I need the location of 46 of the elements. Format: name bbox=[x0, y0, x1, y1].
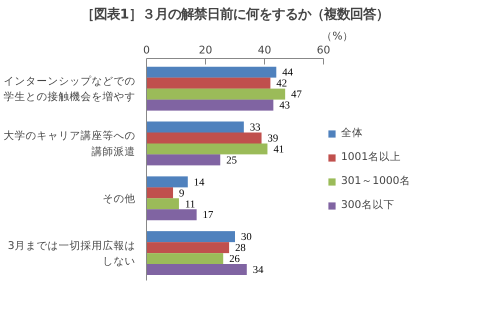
legend-label: 300名以下 bbox=[341, 198, 394, 212]
bar bbox=[146, 187, 174, 198]
y-tick-label: その他 bbox=[102, 192, 136, 205]
data-label: 17 bbox=[202, 210, 214, 222]
y-tick-label: インターンシップなどでの学生との接触機会を増やす bbox=[4, 74, 136, 103]
x-tick-label: 20 bbox=[198, 44, 212, 56]
bar bbox=[146, 132, 262, 144]
bar bbox=[146, 88, 286, 100]
data-label: 47 bbox=[291, 90, 302, 101]
data-label: 33 bbox=[250, 122, 261, 134]
data-label: 30 bbox=[241, 232, 252, 244]
data-label: 11 bbox=[184, 199, 196, 210]
legend-label: 301～1000名 bbox=[341, 174, 410, 188]
bar bbox=[146, 264, 247, 276]
bar bbox=[146, 143, 268, 154]
bar bbox=[146, 122, 244, 132]
x-tick-label: 60 bbox=[316, 44, 330, 56]
data-label: 42 bbox=[276, 78, 288, 90]
legend-label: 全体 bbox=[341, 126, 364, 140]
bar bbox=[146, 154, 220, 166]
bar bbox=[146, 209, 197, 220]
data-label: 9 bbox=[179, 188, 184, 200]
bar bbox=[146, 78, 270, 89]
bar bbox=[146, 253, 224, 264]
y-tick-label: 大学のキャリア講座等への講師派遣 bbox=[4, 129, 136, 158]
legend-label: 1001名以上 bbox=[341, 150, 402, 164]
data-label: 39 bbox=[268, 133, 278, 144]
data-label: 43 bbox=[279, 100, 290, 112]
y-tick-label: 3月までは一切採用広報はしない bbox=[8, 238, 136, 268]
x-axis-title: （%） bbox=[321, 30, 354, 42]
data-label: 14 bbox=[194, 177, 206, 188]
bar bbox=[146, 231, 235, 242]
data-label: 34 bbox=[252, 265, 264, 276]
data-label: 25 bbox=[226, 155, 237, 166]
data-label: 41 bbox=[273, 144, 284, 156]
bar bbox=[146, 66, 276, 78]
chart-title: ［図表1］３月の解禁日前に何をするか（複数回答） bbox=[80, 6, 390, 22]
bar bbox=[146, 198, 179, 210]
bar bbox=[146, 242, 230, 254]
data-label: 28 bbox=[235, 243, 246, 254]
bar bbox=[146, 176, 188, 188]
bar bbox=[146, 100, 274, 111]
x-tick-label: 0 bbox=[143, 44, 150, 56]
x-tick-label: 40 bbox=[258, 44, 272, 56]
data-label: 26 bbox=[229, 254, 241, 266]
data-label: 44 bbox=[282, 68, 294, 79]
